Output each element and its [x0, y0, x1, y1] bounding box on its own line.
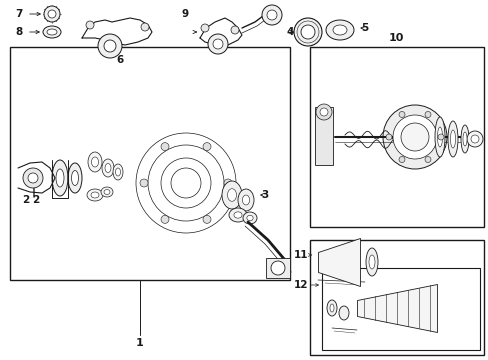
Circle shape [437, 134, 443, 140]
Ellipse shape [246, 215, 253, 221]
Ellipse shape [104, 189, 110, 194]
Bar [309, 240, 483, 355]
Bar [309, 47, 483, 227]
Text: 4: 4 [286, 27, 293, 37]
Ellipse shape [329, 304, 333, 312]
Ellipse shape [462, 132, 466, 146]
Circle shape [140, 179, 148, 187]
Circle shape [98, 34, 122, 58]
Circle shape [301, 25, 314, 39]
Circle shape [315, 104, 331, 120]
Ellipse shape [228, 208, 246, 222]
Circle shape [141, 23, 149, 31]
Text: 12: 12 [293, 280, 307, 290]
Ellipse shape [368, 255, 374, 269]
Ellipse shape [101, 187, 113, 197]
Ellipse shape [437, 127, 442, 147]
Ellipse shape [233, 212, 242, 218]
Ellipse shape [43, 26, 61, 38]
Circle shape [44, 6, 60, 22]
Circle shape [224, 179, 231, 187]
Text: 11: 11 [293, 250, 307, 260]
Circle shape [201, 24, 208, 32]
Text: 5: 5 [361, 23, 368, 33]
Ellipse shape [91, 192, 99, 198]
Circle shape [203, 215, 210, 223]
Ellipse shape [115, 168, 120, 176]
Circle shape [207, 34, 227, 54]
Bar [265, 258, 289, 278]
Circle shape [293, 18, 321, 46]
Text: 7: 7 [15, 9, 22, 19]
Text: 6: 6 [116, 55, 123, 65]
Ellipse shape [326, 300, 336, 316]
Ellipse shape [102, 159, 114, 177]
Ellipse shape [113, 164, 123, 180]
Ellipse shape [449, 130, 454, 148]
Circle shape [230, 26, 239, 34]
Ellipse shape [242, 195, 249, 205]
Ellipse shape [56, 169, 64, 187]
Ellipse shape [68, 163, 82, 193]
Bar [10, 47, 289, 280]
Circle shape [23, 168, 43, 188]
Circle shape [382, 105, 446, 169]
Ellipse shape [88, 152, 102, 172]
Bar [314, 107, 332, 165]
Circle shape [86, 21, 94, 29]
Ellipse shape [365, 248, 377, 276]
Circle shape [161, 215, 169, 223]
Ellipse shape [47, 29, 57, 35]
Circle shape [400, 123, 428, 151]
Circle shape [424, 112, 430, 117]
Circle shape [213, 39, 223, 49]
Circle shape [262, 5, 282, 25]
Text: 3: 3 [261, 190, 268, 200]
Text: 9: 9 [181, 9, 188, 19]
Ellipse shape [460, 125, 468, 153]
Circle shape [466, 131, 482, 147]
Circle shape [398, 157, 404, 162]
Circle shape [385, 134, 391, 140]
Ellipse shape [447, 121, 457, 157]
Circle shape [392, 115, 436, 159]
Ellipse shape [325, 20, 353, 40]
Text: 8: 8 [15, 27, 22, 37]
Ellipse shape [338, 306, 348, 320]
Ellipse shape [87, 189, 103, 201]
Circle shape [48, 10, 56, 18]
Text: 2: 2 [22, 195, 30, 205]
Circle shape [203, 143, 210, 150]
Circle shape [398, 112, 404, 117]
Ellipse shape [98, 120, 237, 236]
Text: 10: 10 [387, 33, 403, 43]
Text: 1: 1 [136, 338, 143, 348]
Ellipse shape [243, 212, 257, 224]
Circle shape [104, 40, 116, 52]
Ellipse shape [71, 171, 79, 185]
Bar [321, 268, 479, 350]
Circle shape [470, 135, 478, 143]
Circle shape [266, 10, 276, 20]
Ellipse shape [434, 117, 444, 157]
Circle shape [270, 261, 285, 275]
Ellipse shape [105, 163, 111, 172]
Circle shape [319, 108, 327, 116]
Ellipse shape [227, 189, 236, 201]
Ellipse shape [332, 25, 346, 35]
Ellipse shape [238, 189, 253, 211]
Circle shape [161, 143, 169, 150]
Ellipse shape [222, 181, 242, 209]
Ellipse shape [91, 157, 98, 167]
Text: 2: 2 [32, 195, 40, 205]
Ellipse shape [52, 160, 68, 196]
Circle shape [424, 157, 430, 162]
Circle shape [28, 173, 38, 183]
